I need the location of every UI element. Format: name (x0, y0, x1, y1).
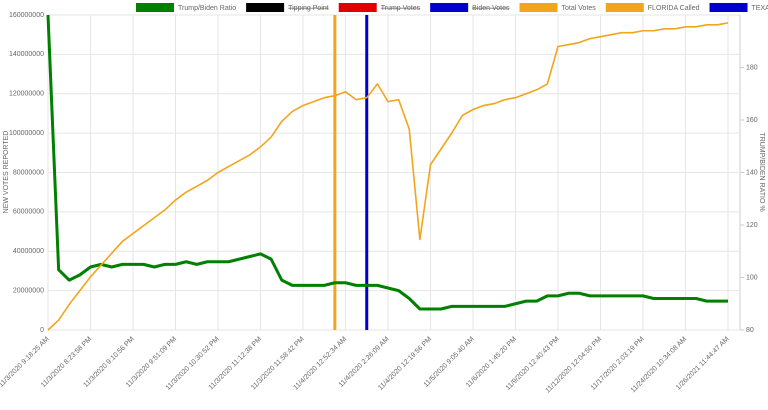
y-tick-label: 20000000 (13, 287, 44, 294)
legend-swatch (430, 3, 469, 12)
legend-label: Tipping Point (288, 5, 329, 12)
series-line (47, 22, 729, 331)
y-axis-title: NEW VOTES REPORTED (3, 131, 10, 214)
legend-item[interactable]: FLORIDA Called (605, 3, 700, 12)
y-tick-label: 0 (40, 327, 44, 334)
legend-label: Trump Votes (381, 5, 421, 12)
y-tick-label: 60000000 (13, 209, 44, 216)
legend-label: Trump/Biden Ratio (178, 5, 236, 12)
legend-swatch (605, 3, 644, 12)
legend-item[interactable]: Trump/Biden Ratio (136, 3, 236, 12)
y-tick-label: 100000000 (9, 130, 44, 137)
y-tick-label: 160000000 (9, 12, 44, 19)
legend-swatch (709, 3, 748, 12)
y2-tick-label: 180 (746, 64, 758, 71)
y-tick-label: 120000000 (9, 91, 44, 98)
y2-tick-label: 160 (746, 117, 758, 124)
marker-bar (333, 15, 337, 330)
y-tick-label: 80000000 (13, 169, 44, 176)
legend-item[interactable]: Biden Votes (430, 3, 510, 12)
legend-item[interactable]: Tipping Point (246, 3, 329, 12)
legend-label: FLORIDA Called (648, 5, 700, 12)
y2-tick-label: 80 (746, 327, 754, 334)
legend-label: TEXAS Called (752, 5, 768, 12)
legend-item[interactable]: Total Votes (519, 3, 597, 12)
y2-tick-label: 120 (746, 222, 758, 229)
legend-swatch (136, 3, 174, 12)
legend-swatch (338, 3, 377, 12)
y-tick-label: 140000000 (9, 51, 44, 58)
y-tick-label: 40000000 (13, 248, 44, 255)
y2-axis-title: TRUMP/BIDEN RATIO % (758, 132, 765, 211)
legend-label: Total Votes (562, 5, 597, 12)
legend-swatch (246, 3, 285, 12)
y2-tick-label: 140 (746, 169, 758, 176)
legend-label: Biden Votes (472, 5, 510, 12)
y2-tick-label: 100 (746, 274, 758, 281)
legend-item[interactable]: TEXAS Called (709, 3, 768, 12)
legend-swatch (519, 3, 558, 12)
series-line (46, 14, 728, 311)
legend-item[interactable]: Trump Votes (338, 3, 421, 12)
marker-bar (365, 15, 369, 330)
